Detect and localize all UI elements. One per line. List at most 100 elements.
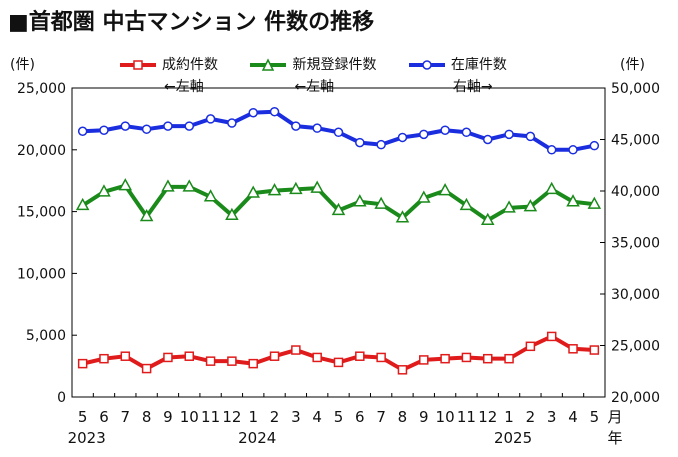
data-point-new-listings (97, 184, 111, 197)
x-axis-month-label: 11 (201, 408, 220, 426)
data-point-inventory (355, 137, 365, 148)
x-axis-month-label: 1 (248, 408, 258, 426)
data-point-inventory (546, 145, 557, 155)
x-axis-month-label: 9 (419, 408, 429, 426)
data-point-contracts (419, 355, 429, 365)
legend-swatch-inventory (408, 60, 445, 70)
data-point-inventory (440, 125, 450, 135)
data-point-new-listings (331, 202, 346, 216)
left-axis-tick-label: 15,000 (17, 205, 66, 221)
x-axis-month-label: 5 (334, 408, 344, 426)
right-axis-unit: (件) (620, 57, 645, 73)
x-axis-month-label: 12 (478, 408, 497, 426)
data-point-contracts (376, 352, 386, 363)
data-point-new-listings (161, 179, 175, 192)
data-point-inventory (312, 123, 322, 133)
data-point-inventory (184, 121, 195, 131)
data-point-contracts (589, 345, 600, 355)
data-point-inventory (99, 125, 109, 135)
x-axis-month-label: 2 (526, 408, 536, 426)
data-point-inventory (397, 132, 408, 143)
data-point-contracts (355, 351, 365, 361)
data-point-new-listings (139, 208, 154, 222)
legend-item-new-listings: 新規登録件数 ←左軸 (248, 54, 376, 98)
x-axis-month-label: 4 (312, 408, 322, 426)
legend-axis-note-new-listings: ←左軸 (294, 79, 335, 95)
data-point-inventory (77, 126, 88, 137)
data-point-new-listings (395, 210, 410, 223)
data-point-new-listings (75, 197, 90, 211)
data-point-new-listings (566, 194, 580, 207)
x-axis-month-label: 7 (376, 408, 386, 426)
data-point-contracts (440, 353, 450, 364)
x-axis-month-label: 6 (355, 408, 365, 426)
data-point-inventory (227, 118, 237, 128)
data-point-inventory (482, 134, 493, 145)
data-point-contracts (312, 352, 322, 363)
x-axis-month-label: 3 (547, 408, 557, 426)
right-axis-tick-label: 45,000 (611, 133, 660, 149)
data-point-new-listings (118, 178, 133, 191)
right-axis-tick-label: 35,000 (611, 236, 660, 252)
x-axis-month-label: 12 (222, 408, 241, 426)
data-point-inventory (333, 127, 344, 138)
left-axis-tick-label: 25,000 (17, 81, 66, 97)
data-point-inventory (504, 129, 514, 140)
data-point-new-listings (374, 196, 388, 209)
legend-label-contracts: 成約件数 (162, 57, 218, 73)
data-point-new-listings (203, 189, 218, 202)
data-point-contracts (546, 331, 557, 342)
left-axis-unit: (件) (10, 57, 35, 73)
data-point-new-listings (289, 181, 303, 195)
x-axis-month-label: 1 (504, 408, 514, 426)
x-axis-year-unit: 年 (607, 429, 622, 447)
x-axis-year-label: 2025 (494, 429, 532, 447)
data-point-new-listings (523, 199, 538, 212)
data-point-inventory (461, 127, 472, 138)
data-point-contracts (184, 351, 195, 361)
right-axis-tick-label: 25,000 (611, 339, 660, 355)
data-point-new-listings (417, 190, 431, 203)
x-axis-month-label: 5 (78, 408, 88, 426)
x-axis-month-label: 2 (270, 408, 280, 426)
data-point-inventory (525, 131, 536, 142)
data-point-inventory (291, 121, 301, 131)
left-axis-tick-label: 0 (57, 390, 66, 406)
left-axis-tick-label: 20,000 (17, 143, 66, 159)
data-point-new-listings (310, 180, 324, 193)
right-axis-tick-label: 20,000 (611, 390, 660, 406)
right-axis-tick-label: 50,000 (611, 81, 660, 97)
data-point-new-listings (438, 183, 452, 196)
left-axis-tick-label: 10,000 (17, 266, 66, 282)
data-point-contracts (205, 356, 216, 366)
data-point-new-listings (544, 181, 559, 195)
data-point-contracts (248, 358, 258, 369)
data-point-contracts (120, 351, 131, 361)
data-point-new-listings (182, 179, 197, 192)
x-axis-month-unit: 月 (607, 408, 622, 426)
data-point-contracts (333, 357, 344, 368)
legend-axis-note-contracts: ←左軸 (164, 79, 204, 95)
chart-title: ■首都圏 中古マンション 件数の推移 (8, 10, 375, 35)
right-axis-tick-label: 40,000 (611, 184, 660, 200)
legend: 成約件数 ←左軸 新規登録件数 ←左軸 在庫件数 右軸→ (118, 54, 533, 98)
data-point-new-listings (353, 194, 367, 207)
x-axis-month-label: 8 (142, 408, 152, 426)
right-axis-tick-label: 30,000 (611, 287, 660, 303)
x-axis-month-label: 6 (99, 408, 109, 426)
x-axis-month-label: 4 (568, 408, 578, 426)
data-point-inventory (120, 121, 131, 131)
data-point-inventory (248, 107, 258, 118)
data-point-contracts (568, 344, 578, 354)
data-point-inventory (205, 114, 216, 124)
data-point-new-listings (480, 212, 495, 226)
data-point-contracts (525, 341, 536, 352)
legend-item-inventory: 在庫件数 右軸→ (407, 54, 507, 98)
data-point-contracts (77, 358, 88, 369)
data-point-inventory (163, 121, 173, 131)
data-point-new-listings (225, 207, 239, 221)
data-point-contracts (141, 363, 152, 374)
x-axis-month-label: 10 (180, 408, 199, 426)
data-point-contracts (482, 353, 493, 364)
